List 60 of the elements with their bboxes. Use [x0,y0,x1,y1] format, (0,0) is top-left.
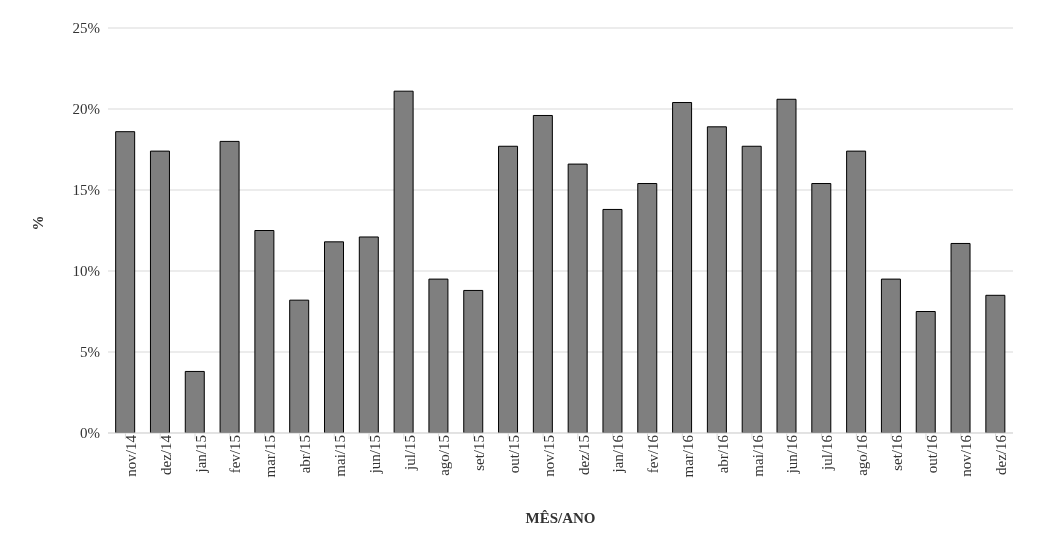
x-tick-label: jun/15 [366,435,383,475]
x-tick-label: jul/15 [401,435,418,472]
bar [672,102,693,433]
x-tick-label: mai/15 [331,435,348,477]
bar [985,294,1006,433]
bar [567,163,588,433]
x-tick-label: nov/15 [540,435,557,477]
y-tick-label: 20% [72,101,100,118]
x-tick-label: ago/16 [854,434,871,476]
bar [950,242,971,433]
bar [776,98,797,433]
bar [811,183,832,433]
bar [184,370,205,433]
y-tick-label: 0% [80,425,100,442]
x-tick-label: set/16 [888,434,905,471]
bar [219,140,240,433]
y-tick-label: 5% [80,344,100,361]
bar [358,236,379,433]
x-tick-label: mai/16 [749,434,766,477]
x-tick-label: out/15 [505,435,522,474]
bar [915,311,936,433]
x-tick-label: jan/15 [192,435,209,474]
bar [149,150,170,433]
x-tick-label: fev/15 [227,435,244,474]
x-tick-label: mar/15 [262,435,279,478]
bar [463,289,484,433]
x-tick-label: abr/16 [714,434,731,474]
x-tick-label: out/16 [923,434,940,474]
y-tick-label: 15% [72,182,100,199]
x-tick-label: jan/16 [610,434,627,474]
x-tick-label: nov/14 [123,434,140,477]
x-tick-label: abr/15 [297,435,314,474]
bar [602,208,623,433]
x-tick-label: mar/16 [679,434,696,478]
y-axis-title: % [30,215,47,231]
bar [324,241,344,433]
bar [880,278,901,433]
bar [428,278,449,433]
bar [254,230,275,433]
x-tick-label: nov/16 [958,434,975,477]
bar [393,90,414,433]
y-tick-label: 25% [72,20,100,37]
bar [846,150,867,433]
bar [289,299,310,433]
x-tick-label: dez/14 [157,434,174,475]
bar [706,126,727,433]
x-tick-label: fev/16 [645,434,662,474]
x-tick-label: dez/15 [575,435,592,475]
bar [532,114,553,433]
x-tick-label: dez/16 [993,434,1010,475]
bar [637,183,658,433]
x-axis-title: MÊS/ANO [525,510,596,526]
bar [498,145,519,433]
y-tick-label: 10% [72,263,100,280]
bar [741,145,762,433]
x-tick-label: set/15 [471,435,488,471]
bar [115,131,136,433]
x-tick-label: jul/16 [819,434,836,472]
x-tick-label: jun/16 [784,434,801,475]
x-tick-label: ago/15 [436,435,453,476]
